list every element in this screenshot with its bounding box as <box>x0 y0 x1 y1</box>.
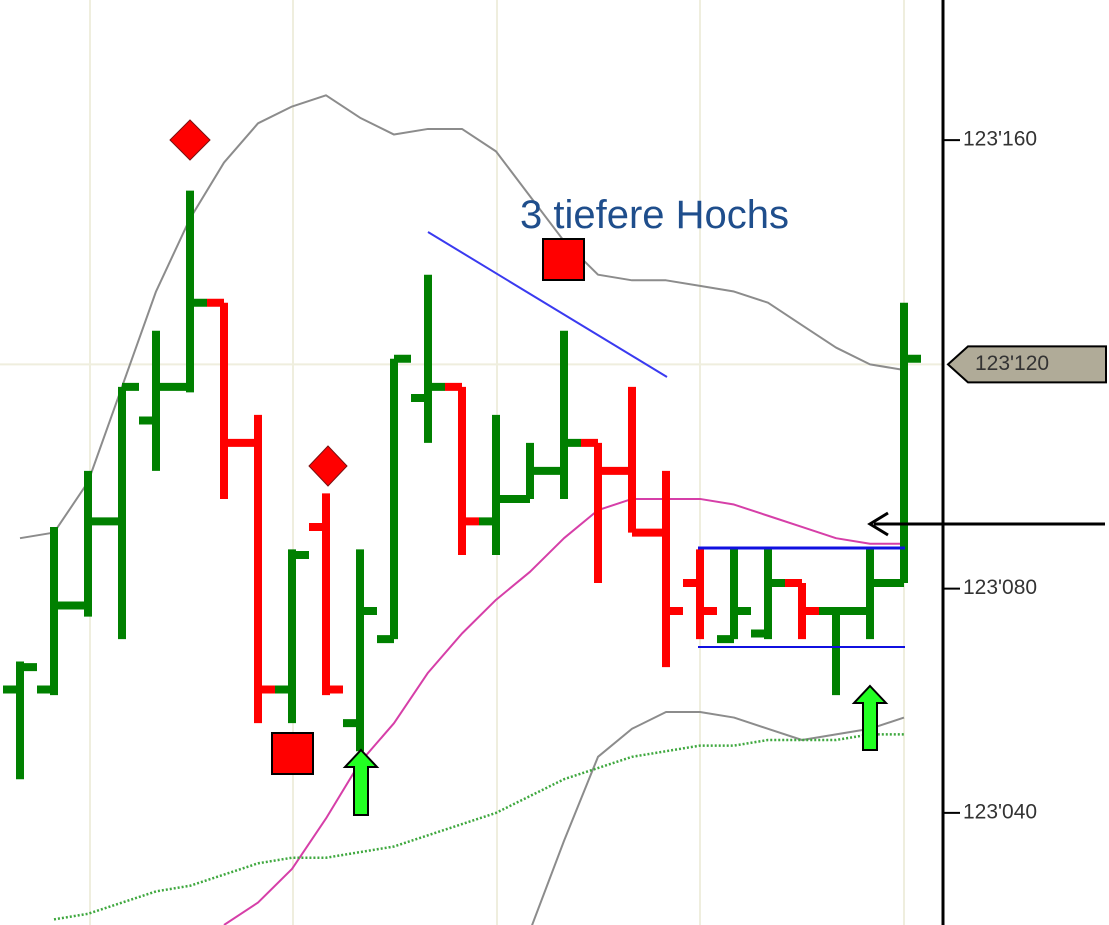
ohlc-bar <box>445 382 479 555</box>
signal-diamond <box>169 119 211 161</box>
ohlc-bar <box>377 354 411 644</box>
ohlc-bar <box>547 330 581 499</box>
ohlc-bar <box>819 607 853 696</box>
ohlc-bar <box>411 274 445 443</box>
ohlc-bar <box>207 298 241 499</box>
ohlc-bar <box>3 661 37 780</box>
ohlc-bar <box>649 470 683 668</box>
ohlc-bar <box>853 549 887 640</box>
trend-line <box>427 231 668 378</box>
signal-square <box>271 732 314 775</box>
indicator-line <box>19 94 905 540</box>
y-tick-label: 123'040 <box>963 800 1037 823</box>
signal-arrow <box>342 748 380 816</box>
price-label-box <box>946 345 1107 384</box>
ohlc-bar <box>479 414 513 555</box>
ohlc-bar <box>343 549 377 752</box>
ohlc-bar <box>785 579 819 640</box>
ohlc-bar <box>71 470 105 617</box>
ohlc-bar <box>513 442 547 503</box>
ohlc-bar <box>751 549 785 640</box>
y-axis-ticks: 123'040 123'080 123'160 123'120 <box>943 128 1107 823</box>
indicator-lines <box>19 94 905 925</box>
signal-diamond <box>308 445 348 487</box>
ohlc-bar <box>105 382 139 640</box>
y-tick-label: 123'160 <box>963 128 1037 151</box>
ohlc-bar <box>309 493 343 696</box>
ohlc-bar <box>615 386 649 537</box>
ohlc-bar <box>717 549 751 644</box>
signal-square <box>542 238 585 281</box>
ohlc-bar <box>275 549 309 724</box>
price-bars <box>3 190 921 780</box>
annotation: 3 tiefere Hochs <box>520 193 789 237</box>
ohlc-bar <box>139 330 173 471</box>
ohlc-bar <box>37 526 71 696</box>
ohlc-bar <box>241 414 275 724</box>
ohlc-bar <box>581 438 615 584</box>
indicator-line <box>53 733 904 921</box>
pointer-arrow-head <box>867 511 889 537</box>
ohlc-bar <box>887 302 921 588</box>
ohlc-bar <box>683 549 717 640</box>
signal-arrow <box>851 684 889 751</box>
indicator-line <box>531 710 905 925</box>
ohlc-bar <box>173 190 207 393</box>
y-tick-label: 123'080 <box>963 576 1037 599</box>
price-label: 123'120 <box>975 352 1049 375</box>
drawings <box>169 119 1105 816</box>
indicator-line <box>223 497 904 925</box>
